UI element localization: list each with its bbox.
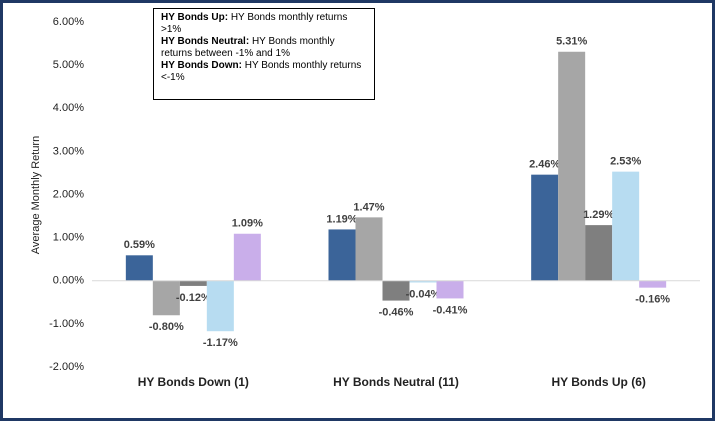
value-label: 2.46% — [529, 159, 560, 171]
annotation-label: HY Bonds Down: — [161, 60, 242, 71]
annotation-text: HY Bonds monthly returns <-1% — [161, 60, 362, 83]
y-tick-label: 3.00% — [53, 145, 84, 157]
y-tick-label: 4.00% — [53, 102, 84, 114]
x-tick-label: HY Bonds Neutral (11) — [333, 375, 459, 389]
value-label: -0.04% — [406, 288, 441, 300]
annotation-text: HY Bonds monthly returns >1% — [161, 12, 348, 35]
y-tick-label: 5.00% — [53, 59, 84, 71]
bar — [206, 280, 234, 332]
value-label: -0.12% — [176, 292, 211, 304]
value-label: 0.59% — [124, 239, 155, 251]
value-label: -0.41% — [433, 304, 468, 316]
value-label: 2.53% — [610, 156, 641, 168]
bar — [125, 255, 153, 281]
bar — [585, 225, 613, 281]
value-label: 1.19% — [326, 213, 357, 225]
bar — [531, 174, 559, 281]
y-tick-label: 2.00% — [53, 188, 84, 200]
bar — [436, 280, 464, 299]
value-label: 1.29% — [583, 209, 614, 221]
bar — [612, 171, 640, 281]
annotation-item: HY Bonds Down: HY Bonds monthly returns … — [161, 60, 367, 84]
bar — [179, 280, 207, 286]
bar — [558, 51, 586, 281]
x-tick-label: HY Bonds Down (1) — [138, 375, 249, 389]
bar — [382, 280, 410, 301]
y-tick-label: 6.00% — [53, 16, 84, 28]
annotation-item: HY Bonds Neutral: HY Bonds monthly retur… — [161, 36, 367, 60]
x-tick-label: HY Bonds Up (6) — [551, 375, 645, 389]
value-label: -0.46% — [379, 306, 414, 318]
annotation-label: HY Bonds Up: — [161, 12, 229, 23]
bar — [355, 217, 383, 281]
value-label: -0.80% — [149, 321, 184, 333]
bar — [409, 280, 437, 283]
y-axis-label: Average Monthly Return — [30, 136, 42, 254]
value-label: -1.17% — [203, 337, 238, 349]
value-label: 1.47% — [353, 201, 384, 213]
value-label: 5.31% — [556, 36, 587, 48]
value-label: -0.16% — [635, 294, 670, 306]
bar — [328, 229, 356, 281]
y-tick-label: -1.00% — [49, 318, 84, 330]
y-tick-label: 1.00% — [53, 232, 84, 244]
y-tick-label: 0.00% — [53, 275, 84, 287]
bar — [152, 280, 180, 316]
bar — [639, 280, 667, 288]
annotation-label: HY Bonds Neutral: — [161, 36, 250, 47]
annotation-box: HY Bonds Up: HY Bonds monthly returns >1… — [153, 8, 375, 100]
annotation-item: HY Bonds Up: HY Bonds monthly returns >1… — [161, 12, 367, 36]
y-tick-label: -2.00% — [49, 361, 84, 373]
value-label: 1.09% — [232, 218, 263, 230]
annotation-text: HY Bonds monthly returns between -1% and… — [161, 36, 335, 59]
bar — [233, 233, 261, 281]
